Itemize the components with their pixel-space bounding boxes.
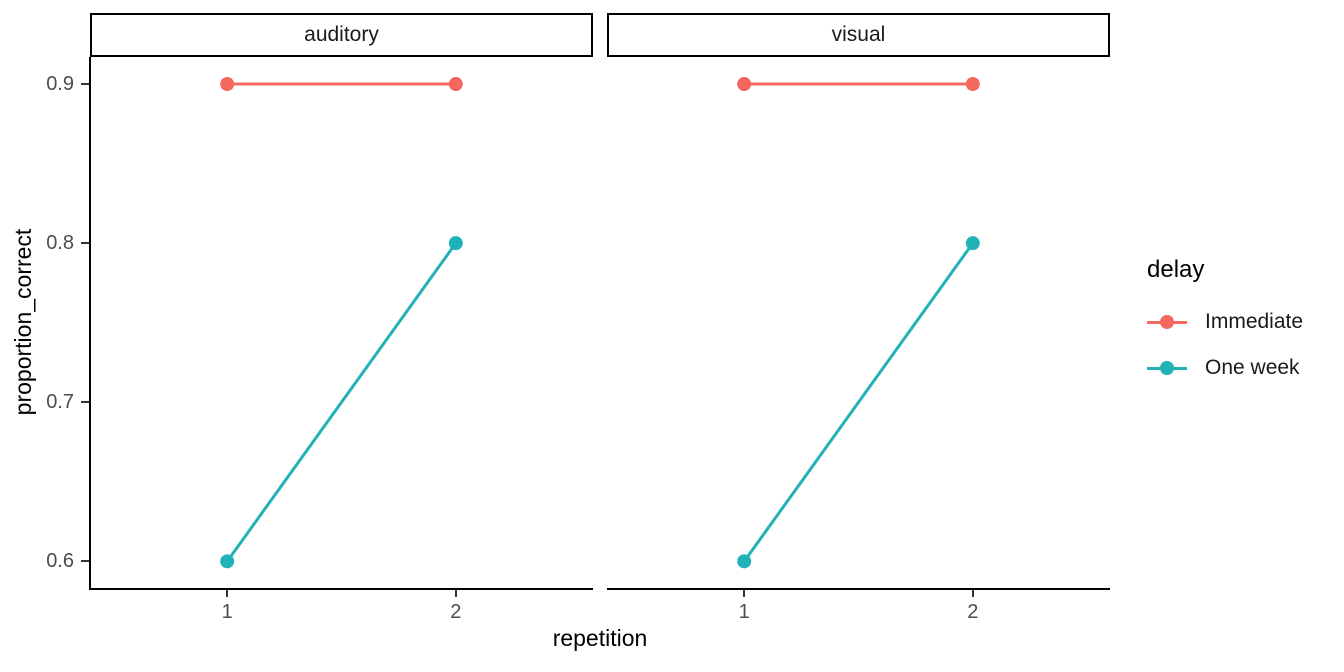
legend-key-immediate [1147, 308, 1187, 336]
y-tick-mark [81, 242, 89, 245]
x-tick-label: 1 [221, 601, 233, 623]
legend-key-one-week [1147, 354, 1187, 382]
facet-strip-visual: visual [607, 13, 1110, 57]
y-tick-label: 0.8 [46, 232, 74, 255]
x-axis-line-auditory [89, 588, 593, 590]
x-tick-mark [226, 590, 229, 597]
legend-key-dot-icon [1160, 361, 1174, 375]
data-point-one-week [220, 554, 235, 569]
series-line-one-week [225, 242, 458, 563]
y-tick-mark [81, 560, 89, 563]
legend-entry-one-week: One week [1147, 354, 1303, 382]
x-axis-title: repetition [552, 625, 648, 651]
series-line-one-week [742, 242, 975, 563]
legend-title: delay [1147, 256, 1205, 283]
x-tick-label: 2 [450, 601, 462, 623]
legend: delay Immediate One week [1147, 256, 1303, 400]
data-point-immediate [965, 77, 980, 92]
panel-visual-canvas [737, 77, 980, 569]
data-point-one-week [965, 236, 980, 251]
legend-entry-label: One week [1205, 356, 1300, 379]
data-point-one-week [448, 236, 463, 251]
x-tick-label: 2 [967, 601, 979, 623]
facet-strip-auditory: auditory [90, 13, 593, 57]
x-axis-line-visual [607, 588, 1110, 590]
y-tick-label: 0.6 [46, 550, 74, 573]
x-tick-mark [743, 590, 746, 597]
panel-auditory-canvas [220, 77, 463, 569]
y-tick-mark [81, 401, 89, 404]
x-tick-mark [454, 590, 457, 597]
legend-entry-label: Immediate [1205, 310, 1304, 333]
y-tick-mark [81, 83, 89, 86]
y-tick-label: 0.7 [46, 391, 74, 414]
data-point-immediate [448, 77, 463, 92]
legend-entry-immediate: Immediate [1147, 308, 1303, 336]
y-axis-title: proportion_correct [10, 228, 36, 416]
data-point-one-week [737, 554, 752, 569]
x-tick-label: 1 [738, 601, 750, 623]
data-point-immediate [220, 77, 235, 92]
y-tick-label: 0.9 [46, 73, 74, 96]
y-axis-line [89, 57, 91, 590]
data-point-immediate [737, 77, 752, 92]
legend-key-dot-icon [1160, 315, 1174, 329]
x-tick-mark [971, 590, 974, 597]
panel-auditory [90, 57, 593, 590]
panel-visual [607, 57, 1110, 590]
